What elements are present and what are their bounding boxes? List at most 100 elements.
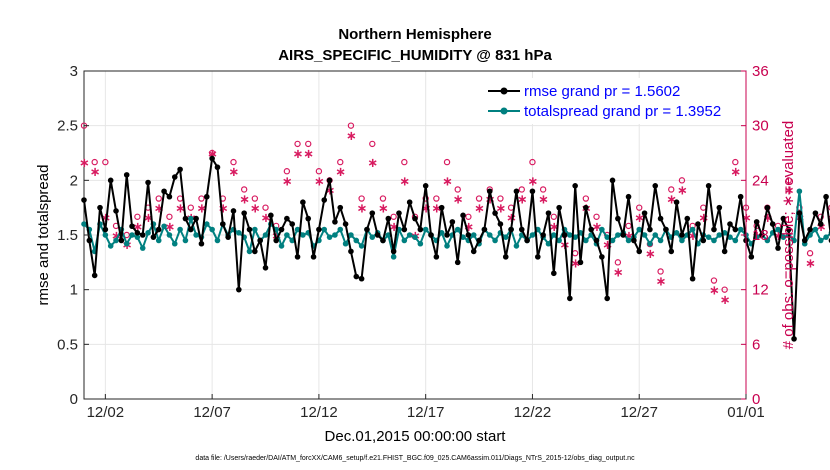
obs-evaluated-marker: ∗ xyxy=(79,156,90,171)
series-point-totalspread xyxy=(139,245,146,251)
series-point-rmse xyxy=(668,248,675,255)
series-point-totalspread xyxy=(102,232,109,238)
series-layer xyxy=(81,155,830,342)
series-point-totalspread xyxy=(545,240,552,247)
obs-evaluated-marker: ∗ xyxy=(549,220,560,235)
x-tick-label: 12/07 xyxy=(193,404,231,421)
series-point-rmse xyxy=(705,183,712,189)
series-point-rmse xyxy=(449,219,456,225)
series-point-totalspread xyxy=(332,232,338,238)
series-point-rmse xyxy=(433,254,440,260)
y-tick-label: 2.5 xyxy=(57,118,78,135)
obs-evaluated-marker: ∗ xyxy=(592,220,603,235)
obs-possible-marker xyxy=(155,195,162,202)
series-point-rmse xyxy=(166,193,173,200)
series-point-rmse xyxy=(647,226,653,233)
obs-possible-marker xyxy=(176,195,184,202)
series-point-totalspread xyxy=(625,237,632,244)
series-point-totalspread xyxy=(412,234,418,240)
series-point-rmse xyxy=(81,197,87,203)
series-point-rmse xyxy=(657,215,664,222)
obs-possible-marker xyxy=(294,140,301,148)
obs-evaluated-marker: ∗ xyxy=(613,265,624,280)
series-point-totalspread xyxy=(262,232,269,238)
obs-possible-marker xyxy=(785,177,792,184)
series-point-rmse xyxy=(155,226,162,233)
obs-evaluated-marker: ∗ xyxy=(196,202,207,217)
obs-evaluated-marker: ∗ xyxy=(730,165,741,180)
series-point-rmse xyxy=(476,237,482,244)
obs-possible-marker xyxy=(433,195,440,202)
series-point-rmse xyxy=(663,226,669,233)
series-point-totalspread xyxy=(438,230,445,236)
legend-marker-totalspread xyxy=(500,107,508,115)
series-point-totalspread xyxy=(326,234,333,240)
series-point-rmse xyxy=(193,215,199,222)
y-axis-ticks: 0 0.5 1 1.5 2 2.5 3 xyxy=(57,63,89,408)
series-point-rmse xyxy=(305,215,312,222)
series-point-rmse xyxy=(518,226,525,233)
series-point-rmse xyxy=(641,210,648,216)
series-point-rmse xyxy=(588,226,594,233)
obs-evaluated-marker: ∗ xyxy=(453,193,464,208)
series-point-totalspread xyxy=(492,237,498,244)
series-point-rmse xyxy=(161,188,167,195)
series-point-totalspread xyxy=(193,232,199,238)
obs-possible-marker xyxy=(539,186,547,193)
series-point-rmse xyxy=(374,232,381,238)
series-point-rmse xyxy=(262,265,269,271)
obs-evaluated-marker: ∗ xyxy=(784,183,795,198)
obs-possible-marker xyxy=(91,158,98,166)
series-point-totalspread xyxy=(342,240,349,247)
legend-box xyxy=(478,78,742,124)
obs-possible-marker xyxy=(700,204,707,211)
obs-evaluated-marker: ∗ xyxy=(367,156,378,171)
obs-evaluated-marker: ∗ xyxy=(164,220,175,235)
obs-possible-marker xyxy=(497,195,504,202)
y-tick-label: 1.5 xyxy=(57,227,78,244)
y2-tick-label: 6 xyxy=(752,336,760,353)
series-point-rmse xyxy=(150,234,157,240)
series-point-rmse xyxy=(620,232,627,238)
series-point-rmse xyxy=(673,199,680,205)
series-point-totalspread xyxy=(278,243,285,249)
obs-possible-marker xyxy=(465,213,472,220)
chart-subtitle: AIRS_SPECIFIC_HUMIDITY @ 831 hPa xyxy=(278,47,552,64)
series-point-rmse xyxy=(764,204,771,211)
obs-possible-marker xyxy=(625,222,632,230)
series-point-rmse xyxy=(364,226,370,233)
series-point-totalspread xyxy=(369,234,376,240)
series-point-rmse xyxy=(444,232,450,238)
series-point-rmse xyxy=(513,188,520,195)
series-point-rmse xyxy=(684,215,691,222)
series-point-rmse xyxy=(470,248,477,255)
series-point-rmse xyxy=(246,226,253,233)
series-point-rmse xyxy=(454,259,461,266)
series-point-rmse xyxy=(460,212,466,219)
series-point-rmse xyxy=(502,254,509,260)
obs-possible-marker xyxy=(518,186,525,193)
series-point-totalspread xyxy=(385,232,392,238)
series-point-totalspread xyxy=(673,230,680,236)
series-point-totalspread xyxy=(764,237,771,244)
obs-evaluated-marker: ∗ xyxy=(624,229,635,244)
y-tick-label: 1 xyxy=(70,282,78,299)
series-point-rmse xyxy=(540,232,546,238)
obs-evaluated-marker: ∗ xyxy=(132,220,143,235)
obs-possible-marker xyxy=(358,195,365,202)
obs-possible-marker xyxy=(614,259,622,266)
series-point-totalspread xyxy=(737,226,744,233)
obs-evaluated-marker: ∗ xyxy=(271,229,282,244)
y2-tick-label: 24 xyxy=(752,172,769,189)
obs-evaluated-marker: ∗ xyxy=(154,202,165,217)
series-point-totalspread xyxy=(284,232,290,238)
obs-possible-marker xyxy=(593,213,600,220)
series-point-totalspread xyxy=(422,226,429,233)
obs-possible-marker xyxy=(721,286,728,293)
y-tick-label: 0 xyxy=(70,391,78,408)
series-point-rmse xyxy=(737,193,744,200)
obs-possible-marker xyxy=(230,158,237,166)
series-point-rmse xyxy=(278,226,285,233)
obs-evaluated-marker: ∗ xyxy=(261,211,272,226)
series-point-totalspread xyxy=(817,237,824,244)
